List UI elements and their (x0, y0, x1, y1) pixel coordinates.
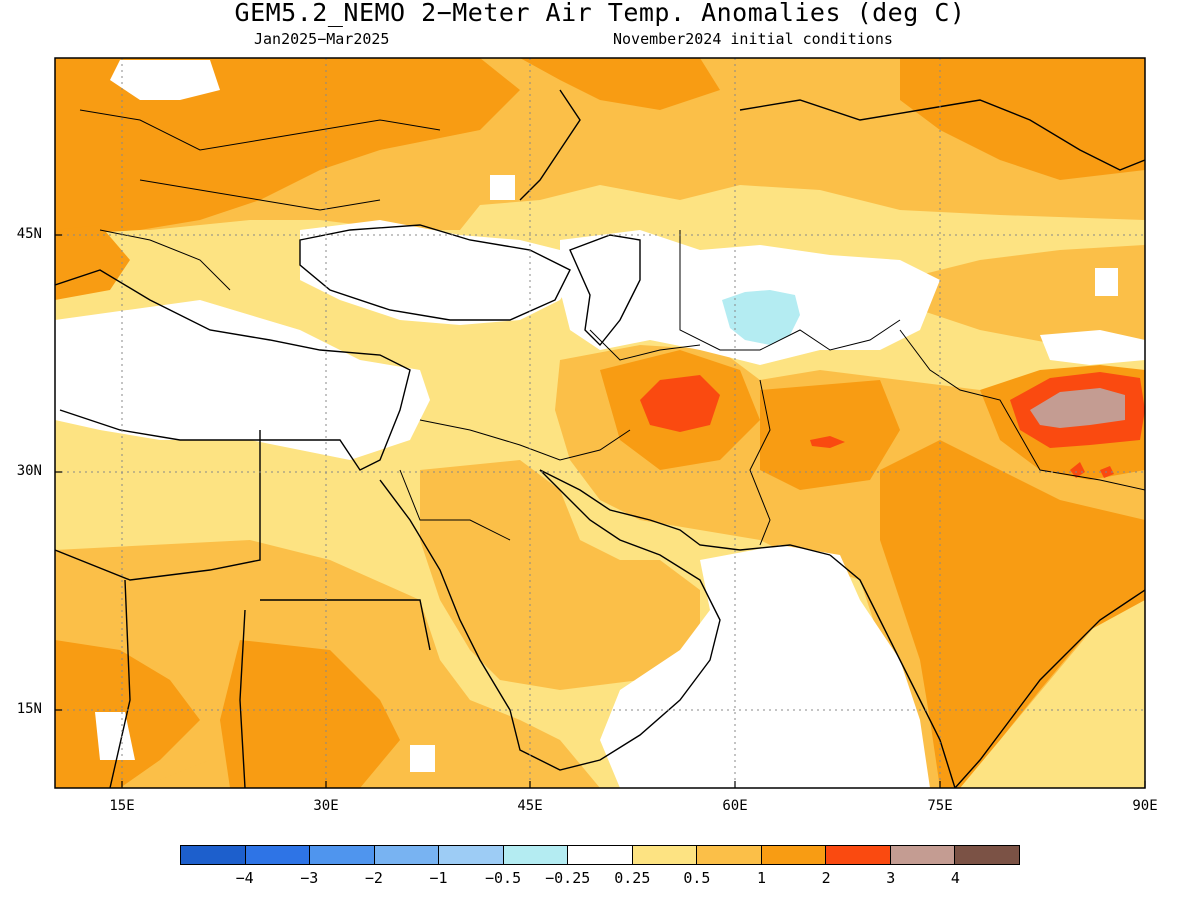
legend-label: −1 (429, 869, 448, 887)
anomaly-map (54, 57, 1146, 789)
legend-swatch (245, 846, 311, 864)
lat-label-30n: 30N (16, 463, 42, 479)
legend-swatch (503, 846, 569, 864)
legend-label: 2 (821, 869, 831, 887)
legend-swatch (955, 846, 1019, 864)
field-mauve (1030, 388, 1125, 428)
lat-label-45n: 45N (16, 226, 42, 242)
field-light-blue (722, 290, 800, 345)
map-frame (54, 57, 1146, 789)
lon-label-75e: 75E (927, 798, 953, 814)
legend-swatch (568, 846, 633, 864)
initial-conditions: November2024 initial conditions (613, 30, 893, 48)
legend-swatch (697, 846, 762, 864)
legend-swatch (632, 846, 698, 864)
lon-label-30e: 30E (313, 798, 339, 814)
forecast-period: Jan2025−Mar2025 (254, 30, 390, 48)
legend-label: −2 (364, 869, 383, 887)
legend-swatch (439, 846, 504, 864)
legend-label: 4 (950, 869, 960, 887)
field-dark-orange (55, 58, 1145, 788)
axis-ticks (55, 234, 1146, 788)
legend-label: 0.5 (683, 869, 711, 887)
legend-label: 0.25 (614, 869, 651, 887)
legend-swatch (181, 846, 246, 864)
legend-label: 3 (886, 869, 896, 887)
legend-swatch (310, 846, 375, 864)
lon-label-45e: 45E (517, 798, 543, 814)
lat-label-15n: 15N (16, 701, 42, 717)
field-red (640, 372, 1145, 478)
lon-label-15e: 15E (109, 798, 135, 814)
coastlines (55, 89, 1145, 788)
legend-label: −4 (235, 869, 254, 887)
lon-label-90e: 90E (1132, 798, 1158, 814)
borders (79, 109, 1145, 546)
legend-swatch (761, 846, 827, 864)
legend-label: −0.5 (485, 869, 522, 887)
legend-label: −0.25 (545, 869, 591, 887)
legend-label: −3 (300, 869, 319, 887)
color-legend (180, 845, 1020, 865)
legend-label: 1 (757, 869, 767, 887)
graticule (55, 58, 1145, 788)
lon-label-60e: 60E (722, 798, 748, 814)
map-title: GEM5.2_NEMO 2−Meter Air Temp. Anomalies … (234, 0, 966, 27)
legend-swatch (826, 846, 891, 864)
legend-swatch (890, 846, 956, 864)
legend-swatch (374, 846, 440, 864)
